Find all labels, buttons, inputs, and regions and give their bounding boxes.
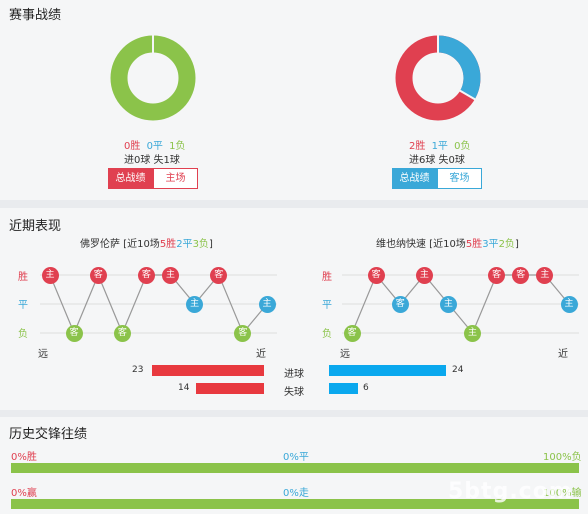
left-axis-win: 胜: [18, 272, 28, 283]
section-title-recent: 近期表现: [9, 219, 62, 234]
record-panel: 赛事战绩 0胜 0平 1负 进0球 失1球 总战绩 主场 2胜 1平 0负 进6…: [0, 0, 588, 200]
away-draw-count: 1平: [431, 141, 448, 152]
left-match-marker[interactable]: 客: [89, 266, 107, 284]
left-win-total: 5胜: [159, 239, 177, 250]
left-axis-draw: 平: [18, 300, 28, 311]
right-match-marker[interactable]: 客: [343, 324, 361, 342]
right-match-marker[interactable]: 客: [391, 295, 409, 313]
home-record-donut: [110, 35, 196, 121]
right-match-marker[interactable]: 主: [464, 324, 482, 342]
right-draw-total: 3平: [482, 239, 499, 250]
h2h-win-pct: 0%胜: [11, 452, 37, 463]
right-team-summary: 维也纳快速 [近10场5胜3平2负]: [376, 235, 519, 250]
left-axis-lose: 负: [18, 329, 28, 340]
home-goals: 进0球 失1球: [124, 155, 180, 166]
h2h-handicap-lose-pct: 100%输: [543, 488, 582, 499]
right-match-marker[interactable]: 客: [488, 266, 506, 284]
left-match-marker[interactable]: 客: [234, 324, 252, 342]
right-axis-near: 近: [558, 349, 568, 360]
away-stats: 2胜 1平 0负: [409, 137, 471, 152]
recent-panel: 近期表现 佛罗伦萨 [近10场5胜2平3负] 维也纳快速 [近10场5胜3平2负…: [0, 208, 588, 410]
right-match-marker[interactable]: 主: [439, 295, 457, 313]
left-form-line: [49, 273, 268, 335]
home-win-count: 0胜: [124, 141, 141, 152]
right-axis-win: 胜: [322, 272, 332, 283]
right-match-marker[interactable]: 客: [512, 266, 530, 284]
home-stats: 0胜 0平 1负: [124, 137, 186, 152]
right-axis-draw: 平: [322, 300, 332, 311]
left-team-summary: 佛罗伦萨 [近10场5胜2平3负]: [80, 235, 213, 250]
right-summary-prefix: [近10场: [426, 239, 466, 250]
away-goals: 进6球 失0球: [409, 155, 465, 166]
h2h-panel: 历史交锋往绩 0%胜 0%平 100%负 0%赢 0%走 100%输 5btg.…: [0, 417, 588, 514]
left-summary-prefix: [近10场: [120, 239, 160, 250]
away-win-count: 2胜: [409, 141, 426, 152]
left-scored-value: 23: [132, 365, 144, 375]
right-conceded-value: 6: [363, 383, 369, 393]
right-scored-value: 24: [452, 365, 464, 375]
left-lose-total: 3负: [192, 239, 209, 250]
away-venue-button[interactable]: 客场: [437, 168, 482, 189]
watermark: 5btg.com: [448, 479, 573, 504]
h2h-handicap-win-pct: 0%赢: [11, 488, 37, 499]
left-match-marker[interactable]: 客: [137, 266, 155, 284]
left-match-marker[interactable]: 客: [210, 266, 228, 284]
h2h-result-bar: [11, 463, 579, 473]
right-axis-far: 远: [340, 349, 350, 360]
h2h-lose-pct: 100%负: [543, 452, 582, 463]
away-total-record-button[interactable]: 总战绩: [392, 168, 437, 189]
home-total-record-button[interactable]: 总战绩: [108, 168, 153, 189]
left-match-marker[interactable]: 主: [186, 295, 204, 313]
right-form-line: [351, 273, 570, 335]
right-axis-lose: 负: [322, 329, 332, 340]
h2h-draw-pct: 0%平: [283, 452, 309, 463]
away-lose-count: 0负: [454, 141, 471, 152]
right-team-name: 维也纳快速: [376, 239, 426, 250]
left-match-marker[interactable]: 主: [258, 295, 276, 313]
right-conceded-bar: [329, 383, 359, 394]
left-conceded-value: 14: [178, 383, 190, 393]
right-lose-total: 2负: [498, 239, 515, 250]
away-record-donut: [395, 35, 481, 121]
right-scored-bar: [329, 365, 446, 376]
left-axis-far: 远: [38, 349, 48, 360]
left-draw-total: 2平: [176, 239, 193, 250]
left-team-name: 佛罗伦萨: [80, 239, 120, 250]
section-title-record: 赛事战绩: [9, 8, 62, 23]
section-title-h2h: 历史交锋往绩: [9, 427, 88, 442]
left-scored-bar: [151, 365, 264, 376]
right-summary-suffix: ]: [514, 239, 519, 250]
scored-label: 进球: [284, 369, 304, 380]
home-venue-button[interactable]: 主场: [153, 168, 198, 189]
left-match-marker[interactable]: 客: [113, 324, 131, 342]
conceded-label: 失球: [284, 387, 304, 398]
h2h-handicap-bar: [11, 499, 579, 509]
home-draw-count: 0平: [146, 141, 163, 152]
right-win-total: 5胜: [465, 239, 483, 250]
right-match-marker[interactable]: 主: [560, 295, 578, 313]
h2h-handicap-push-pct: 0%走: [283, 488, 309, 499]
home-lose-count: 1负: [169, 141, 186, 152]
left-conceded-bar: [195, 383, 264, 394]
right-match-marker[interactable]: 客: [367, 266, 385, 284]
left-match-marker[interactable]: 客: [65, 324, 83, 342]
left-match-marker[interactable]: 主: [41, 266, 59, 284]
left-axis-near: 近: [256, 349, 266, 360]
right-match-marker[interactable]: 主: [415, 266, 433, 284]
right-match-marker[interactable]: 主: [536, 266, 554, 284]
left-match-marker[interactable]: 主: [162, 266, 180, 284]
left-summary-suffix: ]: [208, 239, 213, 250]
